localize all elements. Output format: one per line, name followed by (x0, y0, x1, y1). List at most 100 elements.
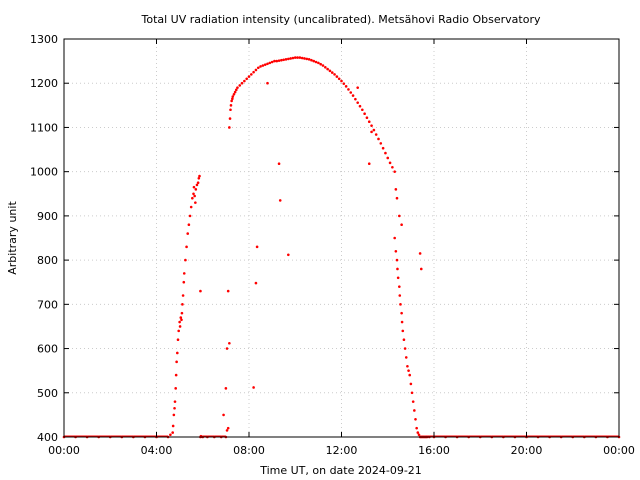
data-point (181, 294, 185, 297)
x-axis-label: Time UT, on date 2024-09-21 (259, 464, 422, 477)
data-point (181, 303, 184, 306)
data-point (225, 347, 229, 350)
y-tick-label: 400 (37, 431, 58, 444)
data-point (367, 162, 371, 166)
data-point (234, 88, 238, 92)
data-point (172, 413, 176, 417)
data-point (395, 258, 399, 262)
data-point (243, 79, 246, 83)
data-point (229, 104, 233, 107)
data-point (337, 77, 341, 81)
data-point (413, 409, 416, 412)
y-tick-label: 1300 (30, 33, 58, 46)
data-point (284, 58, 288, 61)
data-point (175, 360, 178, 364)
x-axis-ticks: 00:00 04:00 08:00 12:00 16:00 20:00 00:00 (48, 39, 635, 457)
data-point (307, 58, 311, 61)
data-point (263, 63, 267, 66)
data-point (403, 347, 407, 350)
data-point (171, 424, 175, 428)
data-point (228, 117, 232, 120)
data-point (177, 329, 180, 333)
data-point (400, 311, 403, 315)
data-point (174, 387, 177, 390)
data-point (187, 223, 191, 227)
data-point (365, 116, 369, 120)
data-point (419, 267, 423, 271)
data-point (198, 174, 201, 178)
data-point (174, 373, 178, 377)
data-point (261, 64, 265, 67)
data-point (199, 289, 202, 293)
data-point (252, 70, 255, 74)
data-point (293, 56, 297, 59)
data-point (192, 185, 196, 189)
data-point (194, 201, 197, 204)
data-point (393, 236, 396, 240)
data-point (238, 84, 242, 87)
x-tick-label: 12:00 (326, 444, 358, 457)
data-point (340, 79, 343, 83)
data-point (358, 104, 362, 108)
data-point (388, 161, 392, 165)
data-point (411, 400, 415, 403)
data-point (391, 165, 394, 169)
data-point (179, 316, 183, 319)
data-point (370, 124, 373, 127)
data-point (178, 325, 182, 328)
data-point (277, 162, 281, 166)
data-point (344, 85, 348, 88)
data-point (252, 386, 255, 389)
data-point (396, 276, 400, 280)
data-point (374, 133, 378, 136)
data-point (401, 329, 405, 333)
data-point (400, 223, 403, 227)
data-point (379, 142, 383, 145)
data-point (197, 177, 201, 180)
y-tick-label: 1100 (30, 121, 58, 134)
data-point (188, 214, 192, 218)
y-axis-ticks: 400 500 600 700 800 900 1000 1100 1200 1300 (30, 33, 619, 444)
data-point (396, 267, 399, 271)
data-point (398, 294, 402, 297)
data-point (254, 68, 258, 72)
data-point (409, 382, 413, 386)
data-point (300, 56, 304, 60)
data-point (236, 86, 239, 89)
y-tick-label: 500 (37, 387, 58, 400)
data-point (367, 120, 371, 123)
data-point (182, 272, 186, 275)
data-point (415, 426, 418, 430)
data-point (169, 433, 172, 437)
data-point (381, 146, 385, 150)
data-point (176, 351, 179, 355)
data-point (298, 56, 302, 59)
data-point (226, 426, 230, 430)
data-point (326, 67, 329, 71)
data-point (349, 91, 353, 94)
data-point (255, 245, 259, 249)
data-point (414, 418, 417, 421)
data-point (245, 77, 248, 81)
y-tick-label: 600 (37, 343, 58, 356)
data-point (417, 433, 421, 437)
x-tick-label: 20:00 (511, 444, 543, 457)
data-point (173, 406, 176, 410)
x-tick-label: 00:00 (48, 444, 80, 457)
data-point (351, 94, 355, 97)
data-point (268, 61, 272, 65)
data-point (394, 249, 398, 253)
data-point (280, 58, 283, 62)
data-point (418, 252, 422, 255)
data-point (398, 285, 401, 288)
data-point (398, 214, 401, 218)
data-point (273, 59, 276, 63)
x-tick-label: 00:00 (603, 444, 635, 457)
y-tick-label: 900 (37, 210, 58, 223)
data-point (363, 112, 366, 116)
data-point (231, 97, 234, 100)
data-point (230, 99, 233, 103)
data-point (189, 205, 193, 209)
data-point (282, 58, 285, 62)
